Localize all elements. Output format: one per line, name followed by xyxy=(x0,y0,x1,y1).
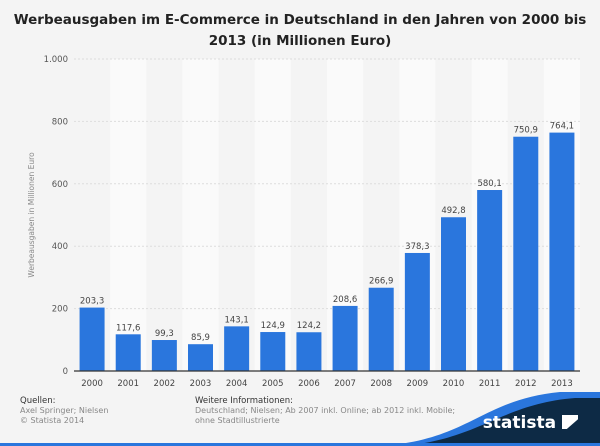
sources-heading: Quellen: xyxy=(20,396,56,406)
bar-2000 xyxy=(79,307,105,371)
column-band xyxy=(254,59,291,371)
data-label: 124,2 xyxy=(297,321,321,331)
x-tick-label: 2008 xyxy=(370,379,392,389)
data-label: 750,9 xyxy=(514,126,538,136)
x-tick-label: 2010 xyxy=(443,379,465,389)
x-tick-label: 2000 xyxy=(81,379,103,389)
y-axis-label: Werbeausgaben in Millionen Euro xyxy=(27,152,36,278)
bar-2008 xyxy=(368,287,394,371)
column-band xyxy=(182,59,219,371)
copyright: © Statista 2014 xyxy=(20,416,85,425)
bar-2009 xyxy=(404,252,430,371)
y-tick-label: 200 xyxy=(52,305,68,315)
data-label: 208,6 xyxy=(333,295,357,305)
data-label: 266,9 xyxy=(369,277,393,287)
footer-swoosh-dark xyxy=(400,398,600,446)
x-tick-label: 2004 xyxy=(226,379,248,389)
bar-2007 xyxy=(332,305,358,371)
bar-2001 xyxy=(115,334,141,371)
bar-2003 xyxy=(188,344,213,371)
column-band xyxy=(110,59,147,371)
x-tick-label: 2002 xyxy=(154,379,176,389)
y-tick-label: 800 xyxy=(52,117,68,127)
y-tick-label: 0 xyxy=(63,367,68,377)
data-label: 124,9 xyxy=(261,321,285,331)
data-label: 117,6 xyxy=(116,323,140,333)
data-label: 143,1 xyxy=(224,315,248,325)
info-heading: Weitere Informationen: xyxy=(195,396,293,406)
x-tick-label: 2013 xyxy=(551,379,573,389)
y-tick-label: 600 xyxy=(52,180,68,190)
data-label: 492,8 xyxy=(441,206,465,216)
sources-line: Axel Springer; Nielsen xyxy=(20,406,109,415)
sources: Quellen: Axel Springer; Nielsen © Statis… xyxy=(20,396,108,426)
further-info: Weitere Informationen: Deutschland; Niel… xyxy=(195,396,455,426)
y-tick-label: 400 xyxy=(52,242,68,252)
bar-2005 xyxy=(260,332,286,371)
statista-logo-icon xyxy=(562,415,578,429)
y-tick-label: 1.000 xyxy=(44,55,68,65)
bar-2004 xyxy=(224,326,250,371)
brand-text: statista xyxy=(482,413,557,433)
x-tick-label: 2009 xyxy=(407,379,429,389)
x-tick-label: 2001 xyxy=(117,379,139,389)
statista-logo[interactable]: statista xyxy=(483,413,578,433)
x-tick-label: 2007 xyxy=(334,379,356,389)
x-tick-label: 2006 xyxy=(298,379,320,389)
info-line: Deutschland; Nielsen; Ab 2007 inkl. Onli… xyxy=(195,406,456,415)
bar-2012 xyxy=(513,136,539,371)
bar-2013 xyxy=(549,132,575,371)
data-label: 580,1 xyxy=(477,179,501,189)
info-line: ohne Stadtillustrierte xyxy=(195,416,280,425)
x-tick-label: 2003 xyxy=(190,379,212,389)
bar-2002 xyxy=(151,340,177,371)
data-label: 85,9 xyxy=(191,333,210,343)
data-label: 203,3 xyxy=(80,297,104,307)
footer-bar xyxy=(0,443,600,446)
bar-2010 xyxy=(441,217,466,371)
bar-2011 xyxy=(477,190,503,371)
data-label: 99,3 xyxy=(155,329,174,339)
x-tick-label: 2005 xyxy=(262,379,284,389)
data-label: 764,1 xyxy=(550,122,574,132)
x-tick-label: 2012 xyxy=(515,379,537,389)
chart-title: Werbeausgaben im E-Commerce in Deutschla… xyxy=(13,12,587,49)
data-label: 378,3 xyxy=(405,242,429,252)
bar-2006 xyxy=(296,332,322,371)
x-tick-label: 2011 xyxy=(479,379,501,389)
